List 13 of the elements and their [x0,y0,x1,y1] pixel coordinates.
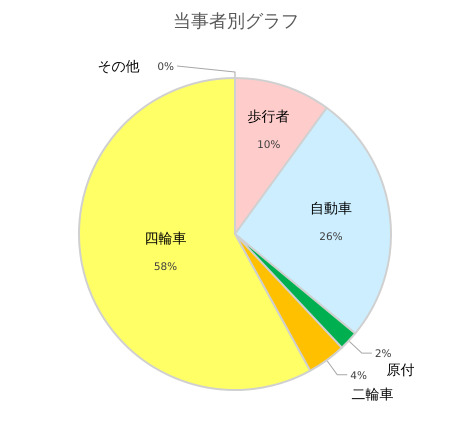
slice-label: 自動車 [310,200,352,217]
slice-label: 原付 [386,362,415,379]
data-label: 10% [257,139,280,152]
data-label: 58% [154,260,178,273]
chart-title: 当事者別グラフ [173,11,299,32]
data-label: 2% [374,348,392,360]
slice-label: 歩行者 [248,109,290,126]
data-label: 0% [157,61,174,73]
data-label: 4% [350,370,367,382]
data-label: 26% [319,230,343,243]
slice-label: 四輪車 [144,230,186,247]
slice-label: 二輪車 [352,387,394,404]
slice-label: その他 [97,59,140,75]
